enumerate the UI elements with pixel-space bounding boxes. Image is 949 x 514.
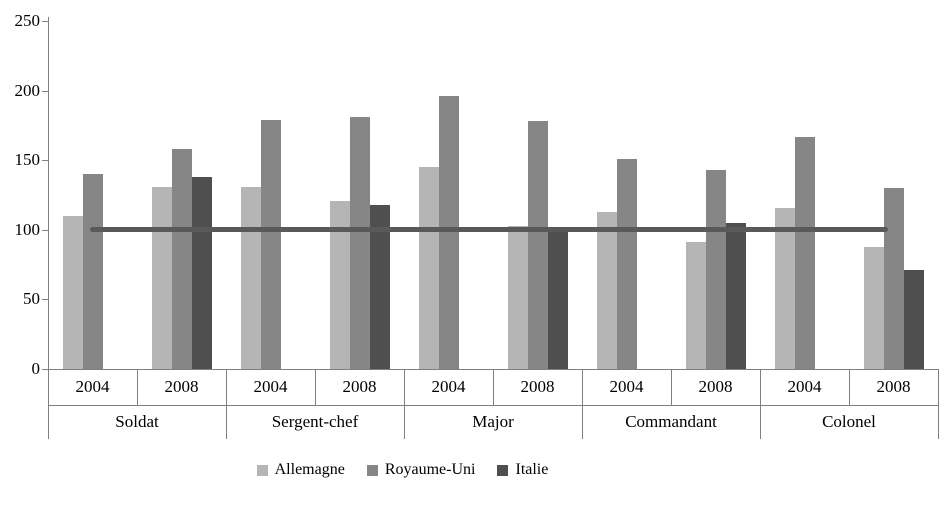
bar-allemagne-2004	[775, 207, 795, 369]
x-axis-category-label: Commandant	[625, 412, 717, 431]
y-axis-line	[48, 17, 49, 369]
bar-royaume-uni-2008	[528, 121, 548, 369]
category-divider	[404, 369, 405, 439]
y-axis-tick-mark	[42, 229, 48, 231]
x-axis-category-label: Colonel	[822, 412, 876, 431]
x-axis-year-label: 2008	[876, 377, 911, 396]
category-divider	[582, 369, 583, 439]
x-axis-year-label: 2008	[698, 377, 733, 396]
legend-item-italie: Italie	[497, 461, 548, 479]
category-divider	[226, 369, 227, 439]
legend-item-royaume-uni: Royaume-Uni	[366, 461, 476, 479]
year-row-separator	[48, 405, 938, 406]
y-axis-tick-mark	[42, 160, 48, 162]
x-axis-year-label: 2008	[342, 377, 377, 396]
reference-line-100	[90, 226, 888, 232]
bar-royaume-uni-2004	[795, 136, 815, 369]
category-divider	[48, 369, 49, 439]
category-divider	[760, 369, 761, 439]
year-divider	[671, 369, 672, 405]
legend-label: Italie	[515, 461, 549, 478]
y-axis-tick-label: 50	[23, 289, 40, 309]
x-axis-category-label: Sergent-chef	[271, 412, 359, 431]
y-axis-tick-label: 150	[14, 150, 41, 170]
y-axis-tick-label: 200	[14, 80, 41, 100]
y-axis-tick-label: 0	[31, 359, 41, 378]
x-axis-year-label: 2004	[253, 377, 288, 396]
y-axis-tick-mark	[42, 369, 48, 370]
x-axis-year-label: 2004	[787, 377, 822, 396]
bar-royaume-uni-2008	[706, 169, 726, 369]
bar-allemagne-2004	[63, 215, 83, 369]
y-axis-tick-mark	[42, 299, 48, 301]
legend-label: Royaume-Uni	[384, 461, 476, 478]
bar-royaume-uni-2008	[350, 117, 370, 369]
x-axis-year-label: 2008	[164, 377, 199, 396]
bar-royaume-uni-2004	[439, 96, 459, 369]
year-divider	[849, 369, 850, 405]
x-axis-year-label: 2004	[609, 377, 644, 396]
bar-allemagne-2004	[241, 186, 261, 369]
bar-italie-2008	[192, 176, 212, 369]
y-axis-tick-label: 100	[14, 219, 41, 239]
year-divider	[137, 369, 138, 405]
category-divider	[938, 369, 939, 439]
bar-italie-2008	[548, 227, 568, 369]
bar-royaume-uni-2004	[617, 158, 637, 369]
year-divider	[493, 369, 494, 405]
bar-italie-2008	[370, 204, 390, 369]
x-axis-category-label: Soldat	[115, 412, 159, 431]
x-axis-year-label: 2004	[75, 377, 110, 396]
y-axis-tick-mark	[42, 21, 48, 22]
bar-allemagne-2004	[419, 167, 439, 369]
bar-italie-2008	[726, 222, 746, 369]
legend-swatch-icon	[256, 464, 268, 476]
bar-royaume-uni-2004	[83, 174, 103, 369]
bar-royaume-uni-2008	[884, 188, 904, 369]
legend-swatch-icon	[366, 464, 378, 476]
legend-item-allemagne: Allemagne	[256, 461, 345, 479]
bar-royaume-uni-2008	[172, 149, 192, 369]
year-divider	[315, 369, 316, 405]
legend-swatch-icon	[497, 464, 509, 476]
x-axis-year-label: 2004	[431, 377, 466, 396]
x-axis-year-label: 2008	[520, 377, 555, 396]
bar-allemagne-2008	[508, 225, 528, 369]
bar-royaume-uni-2004	[261, 119, 281, 369]
bar-allemagne-2008	[864, 246, 884, 369]
bar-allemagne-2008	[686, 242, 706, 369]
legend-label: Allemagne	[274, 461, 345, 478]
x-axis-category-label: Major	[472, 412, 514, 431]
bar-italie-2008	[904, 270, 924, 369]
bar-allemagne-2008	[330, 200, 350, 369]
bar-allemagne-2004	[597, 211, 617, 369]
y-axis-tick-label: 250	[14, 11, 41, 30]
y-axis-tick-mark	[42, 90, 48, 92]
bar-allemagne-2008	[152, 186, 172, 369]
legend: Allemagne Royaume-Uni Italie	[0, 459, 877, 481]
